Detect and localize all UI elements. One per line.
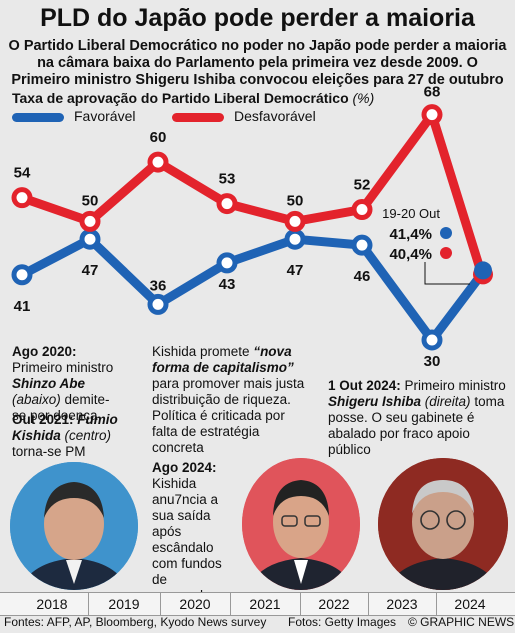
timeline-tick [368,593,369,615]
footer-sources: Fontes: AFP, AP, Bloomberg, Kyodo News s… [4,615,267,629]
ann-abe-pos: (abaixo) [12,392,61,407]
latest-dot-desfavoravel [440,247,452,259]
data-point [11,264,33,286]
legend-swatch-blue [12,112,64,122]
latest-desfavoravel-label: 40,4% [389,246,432,263]
data-point [147,151,169,173]
data-label: 46 [354,268,371,285]
series-line-desfavoravel [17,110,488,283]
ann-ishiba-pos: (direita) [424,394,471,409]
chart-title: Taxa de aprovação do Partido Liberal Dem… [12,90,374,106]
photo-shinzo-abe [10,462,138,590]
annotation-kishida-exit: Ago 2024: Kishida anu7ncia a sua saída a… [152,460,232,604]
year-label: 2022 [318,596,350,612]
ann-exit-head: Ago 2024: [152,460,217,475]
photo-fumio-kishida [242,458,360,590]
year-label: 2018 [36,596,68,612]
legend-desfavoravel: Desfavorável [172,108,316,124]
data-point [216,252,238,274]
data-label: 68 [424,84,441,101]
year-label: 2021 [249,596,281,612]
legend-label-favoravel: Favorável [74,108,136,124]
ann-ishiba-head: 1 Out 2024: [328,378,401,393]
portrait-kishida-icon [242,458,360,590]
legend-swatch-red [172,112,224,122]
series-line-favoravel [17,234,488,345]
ann-abe-name: Shinzo Abe [12,376,85,391]
data-label: 54 [14,165,31,182]
data-label: 52 [354,177,371,194]
timeline-tick [300,593,301,615]
timeline-tick [160,593,161,615]
ann-ishiba-tail: toma posse. O seu gabinete é abalado por… [328,394,505,457]
annotation-ishiba: 1 Out 2024: Primeiro ministro Shigeru Is… [328,378,508,458]
latest-date-label: 19-20 Out [382,206,440,221]
ann-kishida-name: Fumio Kishida [12,412,118,443]
legend-label-desfavoravel: Desfavorável [234,108,316,124]
data-label: 60 [150,129,167,146]
data-point [79,210,101,232]
ann-cap-tail: para promover mais justa distribuição de… [152,376,305,455]
ann-abe-head: Ago 2020: [12,344,77,359]
data-point [421,329,443,351]
ann-kishida-head: Out 2021: [12,412,74,427]
data-label: 53 [219,171,236,188]
data-point [147,293,169,315]
data-label: 47 [82,262,99,279]
year-label: 2023 [386,596,418,612]
ann-cap-quote: “nova forma de capitalismo” [152,344,294,375]
year-label: 2019 [108,596,140,612]
timeline-bar: 2018 2019 2020 2021 2022 2023 2024 [0,592,515,616]
data-point [79,228,101,250]
data-label: 50 [82,192,99,209]
data-label: 47 [287,262,304,279]
annotation-kishida-start: Out 2021: Fumio Kishida (centro) torna-s… [12,412,122,460]
timeline-tick [230,593,231,615]
page-subtitle: O Partido Liberal Democrático no poder n… [8,38,507,88]
ann-ishiba-name: Shigeru Ishiba [328,394,422,409]
year-label: 2024 [454,596,486,612]
footer-photos: Fotos: Getty Images [288,615,397,629]
data-label: 30 [424,353,441,370]
ann-ishiba-body: Primeiro ministro [400,378,506,393]
data-label: 36 [150,277,167,294]
ann-kishida-tail: torna-se PM [12,444,86,459]
data-label: 50 [287,192,304,209]
portrait-abe-icon [10,462,138,590]
data-point [421,104,443,126]
ann-kishida-pos: (centro) [64,428,112,443]
latest-point-favoravel [474,261,492,280]
photo-shigeru-ishiba [378,458,508,590]
ann-cap-pre: Kishida promete [152,344,254,359]
annotation-abe: Ago 2020: Primeiro ministro Shinzo Abe (… [12,344,122,424]
page-title: PLD do Japão pode perder a maioria [40,4,475,32]
data-label: 41 [14,298,31,315]
data-point [351,234,373,256]
data-point [284,210,306,232]
chart-title-text: Taxa de aprovação do Partido Liberal Dem… [12,90,349,106]
ann-abe-body: Primeiro ministro [12,360,114,375]
data-point [216,193,238,215]
data-point [351,199,373,221]
footer-credit: © GRAPHIC NEWS [408,615,515,629]
data-label: 43 [219,276,236,293]
ann-exit-body: Kishida anu7ncia a sua saída após escând… [152,476,222,603]
timeline-tick [88,593,89,615]
chart-unit: (%) [352,90,375,106]
timeline-tick [436,593,437,615]
annotation-capitalism: Kishida promete “nova forma de capitalis… [152,344,312,456]
latest-leader-line [424,262,470,285]
latest-dot-favoravel [440,227,452,239]
legend-favoravel: Favorável [12,108,135,124]
latest-favoravel-label: 41,4% [389,226,432,243]
data-point [284,228,306,250]
ann-abe-tail: demite-se por doença [12,392,110,423]
data-point [11,187,33,209]
year-label: 2020 [179,596,211,612]
portrait-ishiba-icon [378,458,508,590]
